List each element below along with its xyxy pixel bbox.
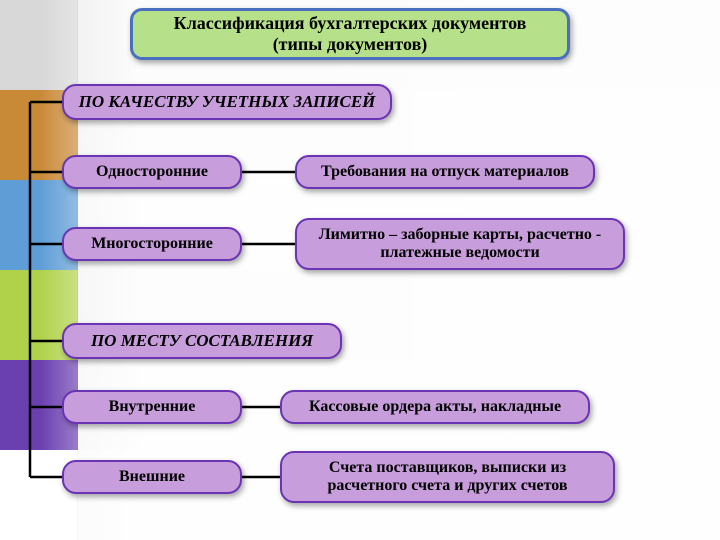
section-header-1: ПО МЕСТУ СОСТАВЛЕНИЯ [62, 323, 342, 359]
item-1-0: Внутренние [62, 390, 242, 424]
item-0-0: Односторонние [62, 155, 242, 189]
item-0-1: Многосторонние [62, 227, 242, 261]
desc-1-0: Кассовые ордера акты, накладные [280, 390, 590, 424]
item-1-1: Внешние [62, 460, 242, 494]
diagram-title: Классификация бухгалтерских документов(т… [130, 8, 570, 60]
desc-0-1: Лимитно – заборные карты, расчетно - пла… [295, 218, 625, 270]
title-line-2: (типы документов) [273, 34, 428, 55]
section-header-0: ПО КАЧЕСТВУ УЧЕТНЫХ ЗАПИСЕЙ [62, 84, 392, 120]
title-line-1: Классификация бухгалтерских документов [174, 13, 527, 34]
desc-1-1: Счета поставщиков, выписки из расчетного… [280, 451, 615, 503]
desc-0-0: Требования на отпуск материалов [295, 155, 595, 189]
